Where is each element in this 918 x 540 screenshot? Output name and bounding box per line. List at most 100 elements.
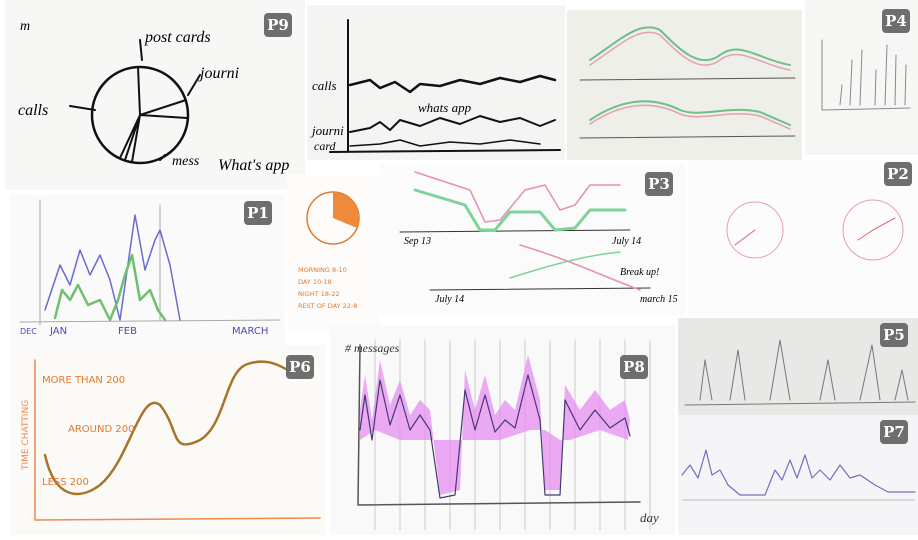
panel-label: P5 (883, 326, 905, 344)
line (53, 253, 167, 322)
note: journi (198, 65, 239, 82)
badge: P6 (286, 355, 314, 379)
axis-label: FEB (118, 326, 137, 337)
line (589, 26, 791, 66)
axes (34, 359, 321, 521)
spokes (734, 217, 896, 246)
line (519, 244, 641, 291)
panel-time-of-day: MORNING 8-10 DAY 10-18 NIGHT 18-22 REST … (287, 175, 380, 330)
line (414, 171, 621, 223)
line (589, 31, 791, 71)
note: calls (18, 102, 48, 119)
note: whats app (418, 100, 472, 115)
axis-label: DEC (20, 327, 37, 336)
badge: P2 (884, 162, 912, 186)
line (681, 449, 916, 496)
paper (307, 5, 565, 160)
note: m (20, 19, 30, 34)
line (349, 139, 541, 147)
axes (329, 19, 561, 153)
badge-bg (880, 420, 908, 444)
panel-label: P3 (648, 175, 670, 193)
panel-p7 (678, 415, 918, 535)
axis-label: day (640, 510, 659, 525)
panel-label: P8 (623, 358, 645, 376)
line (359, 374, 631, 499)
legend-entry: DAY 10-18 (298, 278, 332, 286)
badge: P9 (264, 13, 292, 37)
panel-p8: # messages day (330, 325, 675, 535)
line (349, 115, 556, 133)
badge-bg (620, 355, 648, 379)
axes (19, 199, 281, 326)
note: July 14 (435, 294, 464, 305)
note: LESS 200 (42, 477, 89, 488)
paper (10, 195, 285, 345)
badge-bg (884, 162, 912, 186)
badge: P5 (880, 323, 908, 347)
legend-entry: MORNING 8-10 (298, 266, 347, 274)
badge-bg (264, 13, 292, 37)
pie-sketch (842, 199, 904, 261)
area (360, 355, 630, 495)
panel-p9: m post cards journi calls mess What's ap… (5, 0, 305, 190)
panel-p3: Sep 13 July 14 July 14 march 15 Break up… (380, 165, 685, 315)
legend-entry: NIGHT 18-22 (298, 290, 340, 298)
note: MORE THAN 200 (42, 375, 125, 386)
note: mess (172, 154, 200, 169)
line (589, 100, 791, 126)
panel-label: P4 (885, 12, 907, 30)
panel-messages-sketch: calls whats app journi card (307, 5, 565, 160)
pie-slice (333, 192, 359, 228)
badge: P4 (882, 9, 910, 33)
badge-bg (244, 201, 272, 225)
note: Sep 13 (404, 236, 431, 247)
lines-sketch (684, 339, 916, 406)
paper (10, 345, 325, 535)
paper (688, 160, 918, 315)
legend-entry: REST OF DAY 22-8 (298, 302, 357, 310)
panel-label: P6 (289, 358, 311, 376)
note: July 14 (612, 236, 641, 247)
line (44, 214, 181, 321)
panel-label: P7 (883, 423, 905, 441)
badge-bg (880, 323, 908, 347)
axes (357, 344, 641, 506)
line (589, 104, 791, 130)
panel-p2 (688, 160, 918, 315)
note: card (314, 139, 337, 153)
note: post cards (144, 29, 211, 46)
axis-label: # messages (345, 341, 400, 355)
panel-p5 (678, 318, 918, 415)
note: AROUND 200 (68, 424, 134, 435)
badge: P8 (620, 355, 648, 379)
bars-sketch (821, 39, 911, 111)
paper (5, 0, 305, 190)
note: journi (310, 123, 344, 138)
badge-bg (882, 9, 910, 33)
badge-bg (286, 355, 314, 379)
axis (399, 229, 651, 291)
axis-label: JAN (49, 326, 67, 337)
axis-label: TIME CHATTING (21, 400, 31, 471)
spokes (69, 39, 201, 163)
note: Break up! (620, 267, 659, 278)
panel-p6: TIME CHATTING MORE THAN 200 AROUND 200 L… (10, 345, 325, 535)
pie-sketch (726, 201, 784, 259)
note: calls (312, 78, 337, 93)
badge-bg (645, 172, 673, 196)
line (348, 74, 557, 94)
axis (579, 77, 796, 139)
note: march 15 (640, 294, 678, 305)
badge: P1 (244, 201, 272, 225)
panel-label: P2 (887, 165, 909, 183)
line (509, 251, 621, 279)
curve (43, 360, 294, 496)
panel-label: P1 (247, 204, 269, 222)
pie-sketch (90, 65, 190, 165)
panel-timeline-sketch (567, 10, 802, 160)
paper (678, 318, 918, 415)
badge: P7 (880, 420, 908, 444)
paper (567, 10, 802, 160)
